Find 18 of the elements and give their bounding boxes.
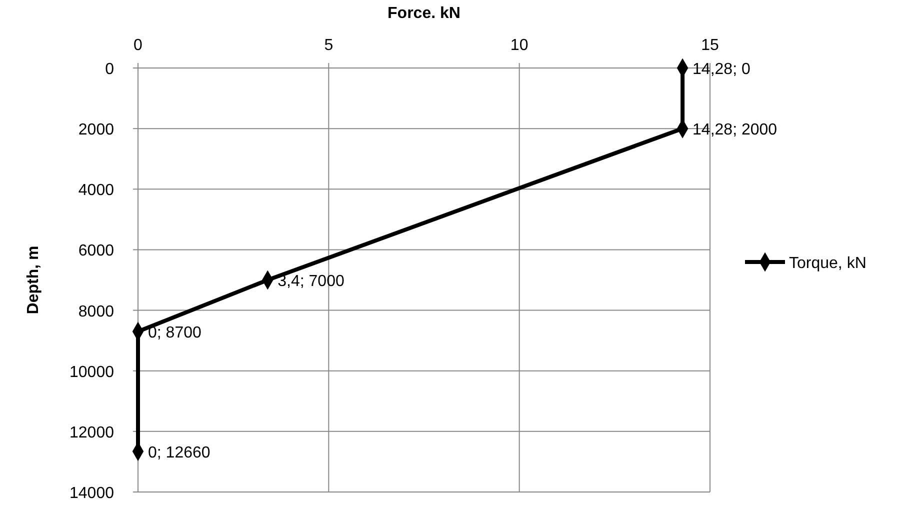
x-tick-label: 0 (134, 37, 143, 54)
legend-label: Torque, kN (789, 255, 866, 272)
x-tick-label: 15 (701, 37, 719, 54)
y-axis-title: Depth, m (25, 246, 42, 314)
data-label: 14,28; 0 (692, 61, 750, 78)
x-tick-label: 5 (324, 37, 334, 54)
data-label: 0; 12660 (148, 444, 210, 462)
data-label: 14,28; 2000 (692, 122, 778, 139)
x-axis-title: Force. kN (388, 5, 460, 22)
y-tick-label: 2000 (78, 122, 114, 139)
y-tick-label: 4000 (78, 182, 114, 200)
y-tick-label: 10000 (70, 364, 114, 381)
y-tick-label: 14000 (70, 485, 114, 502)
y-tick-label: 12000 (70, 424, 114, 442)
y-tick-label: 6000 (78, 242, 114, 260)
x-tick-label: 10 (510, 37, 528, 54)
y-tick-label: 0 (105, 61, 114, 78)
y-tick-label: 8000 (78, 303, 114, 320)
